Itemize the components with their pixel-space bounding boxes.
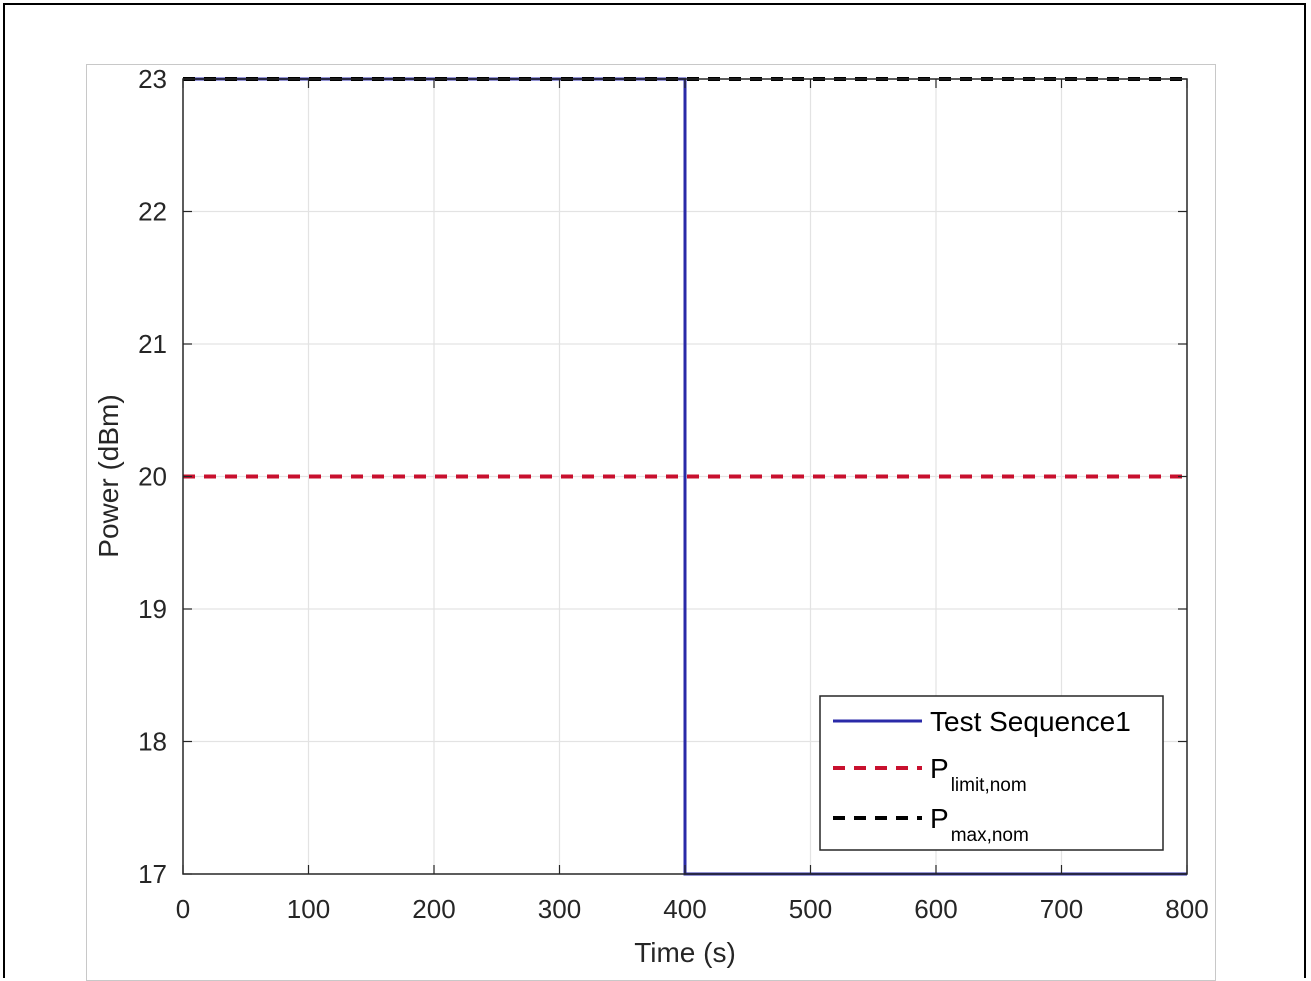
- tick-group: 0 100 200 300 400 500 600 700 800 17 18 19 20 21 22 23: [138, 64, 1209, 924]
- y-tick-label: 23: [138, 64, 167, 94]
- x-tick-label: 300: [538, 894, 581, 924]
- legend-label-0: Test Sequence1: [930, 706, 1131, 737]
- x-tick-label: 500: [789, 894, 832, 924]
- y-tick-label: 22: [138, 197, 167, 227]
- x-tick-label: 600: [914, 894, 957, 924]
- y-tick-label: 20: [138, 462, 167, 492]
- x-tick-label: 200: [412, 894, 455, 924]
- x-tick-label: 700: [1040, 894, 1083, 924]
- x-axis-label: Time (s): [634, 937, 736, 968]
- y-tick-label: 21: [138, 329, 167, 359]
- figure-frame: [3, 3, 1306, 978]
- y-axis-label: Power (dBm): [93, 394, 124, 557]
- x-tick-label: 100: [287, 894, 330, 924]
- y-tick-label: 19: [138, 594, 167, 624]
- legend: Test Sequence1 Plimit,nom Pmax,nom: [819, 695, 1164, 851]
- y-tick-label: 18: [138, 727, 167, 757]
- x-tick-label: 800: [1165, 894, 1208, 924]
- y-tick-label: 17: [138, 859, 167, 889]
- x-tick-label: 0: [176, 894, 190, 924]
- legend-label-1: Plimit,nom: [930, 753, 1027, 796]
- legend-label-2: Pmax,nom: [930, 803, 1029, 846]
- x-tick-label: 400: [663, 894, 706, 924]
